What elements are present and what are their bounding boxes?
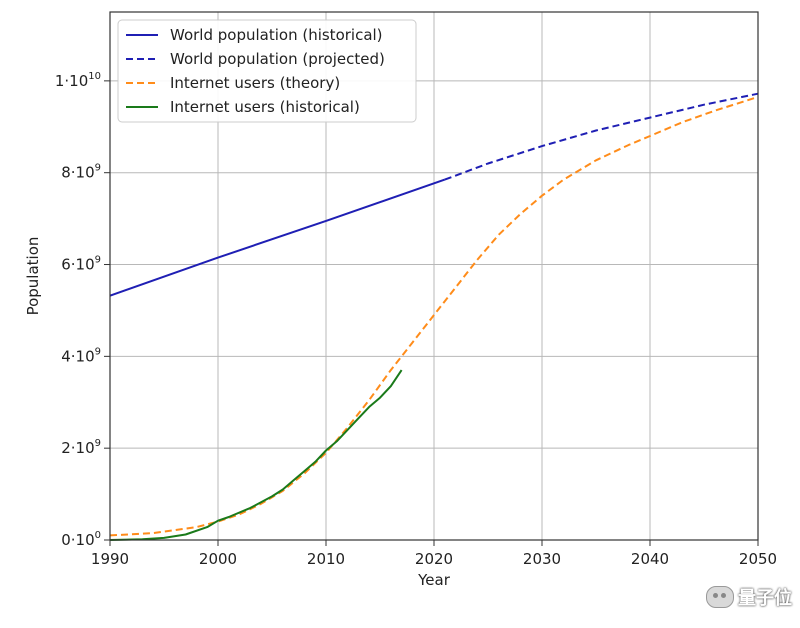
series-internet-users-historical <box>109 369 403 541</box>
legend-label: World population (historical) <box>170 26 383 44</box>
y-tick-label: 4·109 <box>61 346 101 365</box>
x-tick-label: 2050 <box>739 550 777 568</box>
y-axis-label: Population <box>24 237 42 316</box>
y-tick-label: 8·109 <box>61 163 101 182</box>
wechat-icon <box>706 586 734 608</box>
y-tick-label: 1·1010 <box>55 71 101 90</box>
x-tick-label: 2030 <box>523 550 561 568</box>
watermark: 量子位 <box>706 584 792 610</box>
legend-label: Internet users (historical) <box>170 98 360 116</box>
x-tick-label: 2040 <box>631 550 669 568</box>
legend-label: Internet users (theory) <box>170 74 340 92</box>
x-tick-label: 2000 <box>199 550 237 568</box>
series-world-population-historical <box>109 178 446 297</box>
y-tick-label: 0·100 <box>61 530 101 549</box>
series-internet-users-theory <box>109 95 759 537</box>
series-world-population-projected <box>444 92 759 181</box>
watermark-text: 量子位 <box>738 588 792 609</box>
series-lines <box>109 92 759 541</box>
x-axis-label: Year <box>417 571 451 589</box>
x-tick-label: 1990 <box>91 550 129 568</box>
legend-label: World population (projected) <box>170 50 385 68</box>
x-tick-label: 2010 <box>307 550 345 568</box>
y-axis-ticks: 0·100 2·109 4·109 6·109 8·109 1·1010 <box>55 71 110 549</box>
y-tick-label: 2·109 <box>61 438 101 457</box>
x-axis-ticks: 1990 2000 2010 2020 2030 2040 2050 <box>91 540 777 568</box>
legend-box <box>117 19 417 123</box>
y-tick-label: 6·109 <box>61 255 101 274</box>
x-tick-label: 2020 <box>415 550 453 568</box>
legend: World population (historical) World popul… <box>117 19 417 123</box>
